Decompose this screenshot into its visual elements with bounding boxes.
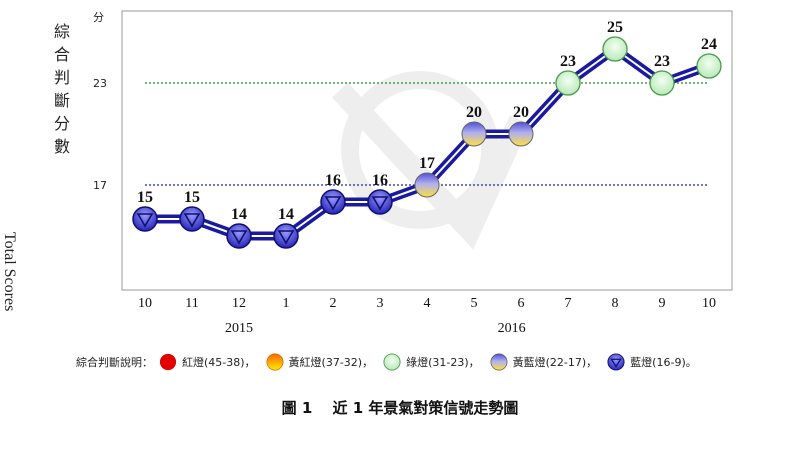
watermark-logo	[331, 71, 531, 250]
legend-label-green: 綠燈(31-23)，	[406, 356, 480, 369]
data-label: 20	[513, 104, 529, 121]
blue-light-icon	[230, 230, 248, 245]
yellow-red-light-icon	[266, 353, 284, 371]
y-axis-title-chinese: 綜合判斷分數	[54, 22, 71, 156]
data-label: 16	[325, 172, 341, 189]
data-point-blue	[367, 189, 393, 215]
data-point-yellow-blue	[461, 121, 487, 147]
x-tick-label: 11	[185, 296, 198, 311]
x-tick-label: 3	[377, 296, 384, 311]
y-axis-unit: 分	[93, 11, 104, 24]
data-label: 15	[184, 189, 200, 206]
data-point-blue	[226, 223, 252, 249]
legend-item-yellow-blue: 黃藍燈(22-17)，	[490, 353, 598, 371]
data-point-yellow-blue	[508, 121, 534, 147]
y-tick-label: 23	[93, 77, 107, 90]
yellow-blue-light-icon	[490, 353, 508, 371]
data-point-yellow-blue	[414, 172, 440, 198]
data-label: 17	[419, 155, 435, 172]
blue-light-icon	[136, 213, 154, 228]
plot-frame	[121, 10, 733, 291]
blue-light-icon	[277, 230, 295, 245]
legend-title: 綜合判斷說明：	[76, 356, 153, 369]
x-tick-label: 9	[659, 296, 666, 311]
year-label: 2016	[498, 321, 526, 336]
data-point-blue	[179, 206, 205, 232]
x-tick-label: 6	[518, 296, 525, 311]
data-label: 16	[372, 172, 388, 189]
x-tick-label: 4	[424, 296, 431, 311]
legend-item-green: 綠燈(31-23)，	[383, 353, 480, 371]
x-tick-label: 10	[138, 296, 152, 311]
legend-label-blue: 藍燈(16-9)。	[630, 356, 697, 369]
x-tick-label: 12	[232, 296, 246, 311]
legend-item-blue: 藍燈(16-9)。	[607, 353, 697, 371]
blue-light-icon	[183, 213, 201, 228]
blue-light-icon	[324, 196, 342, 211]
legend-label-red: 紅燈(45-38)，	[182, 356, 256, 369]
data-label: 25	[607, 19, 623, 36]
x-tick-label: 5	[471, 296, 478, 311]
blue-light-icon	[607, 353, 625, 371]
data-point-green	[696, 53, 722, 79]
data-point-blue	[273, 223, 299, 249]
data-label: 23	[560, 53, 576, 70]
figure-caption: 圖 1 近 1 年景氣對策信號走勢圖	[281, 399, 519, 417]
legend-label-yellow-blue: 黃藍燈(22-17)，	[512, 356, 598, 369]
x-tick-label: 10	[702, 296, 716, 311]
data-point-green	[602, 36, 628, 62]
data-point-blue	[132, 206, 158, 232]
legend-label-yellow-red: 黃紅燈(37-32)，	[288, 356, 374, 369]
red-light-icon	[159, 353, 177, 371]
year-label: 2015	[225, 321, 253, 336]
data-label: 14	[278, 206, 294, 223]
data-label: 15	[137, 189, 153, 206]
x-tick-label: 1	[283, 296, 290, 311]
data-label: 24	[701, 36, 717, 53]
data-point-blue	[320, 189, 346, 215]
data-label: 20	[466, 104, 482, 121]
data-label: 14	[231, 206, 247, 223]
x-tick-label: 2	[330, 296, 337, 311]
data-point-green	[555, 70, 581, 96]
legend-item-yellow-red: 黃紅燈(37-32)，	[266, 353, 374, 371]
y-tick-label: 17	[93, 179, 107, 192]
data-label: 23	[654, 53, 670, 70]
legend-item-red: 紅燈(45-38)，	[159, 353, 256, 371]
x-tick-label: 8	[612, 296, 619, 311]
data-point-green	[649, 70, 675, 96]
legend: 綜合判斷說明： 紅燈(45-38)， 黃紅燈(37-32)， 綠燈(31-23)…	[76, 351, 707, 373]
blue-light-icon	[371, 196, 389, 211]
green-light-icon	[383, 353, 401, 371]
x-tick-label: 7	[565, 296, 572, 311]
